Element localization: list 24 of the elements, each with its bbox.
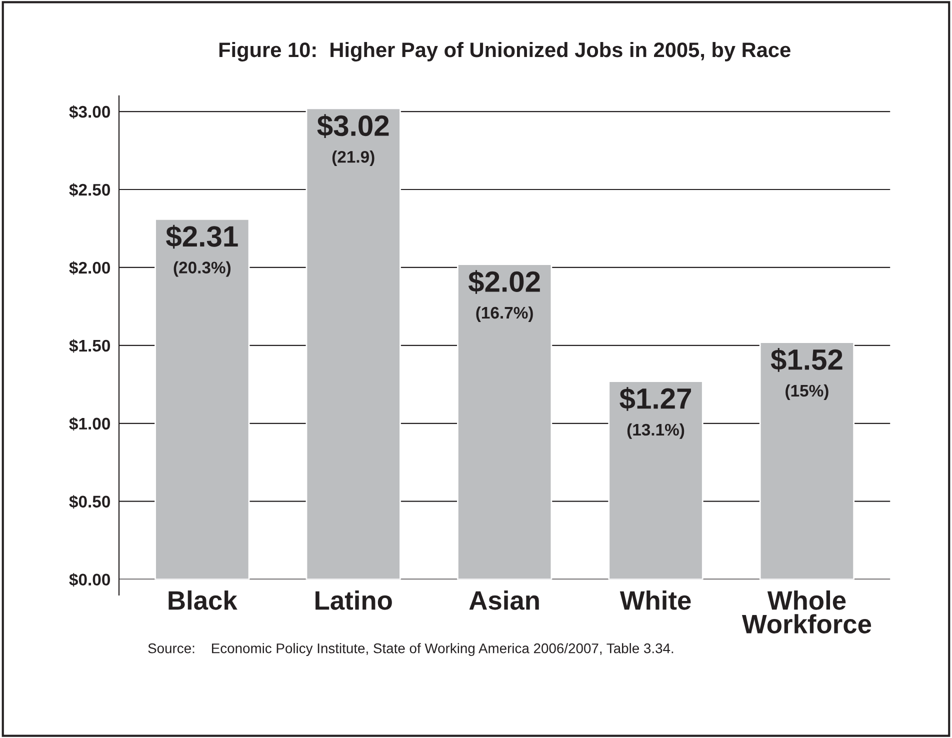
bar bbox=[154, 218, 250, 580]
data-label: $1.52 (15%) bbox=[770, 348, 842, 400]
y-tick-label: $1.00 bbox=[69, 417, 110, 431]
x-tick-label: Latino bbox=[316, 590, 392, 610]
y-tick-label: $0.50 bbox=[69, 495, 110, 509]
data-label: $1.27 (13.1%) bbox=[620, 387, 691, 439]
x-tick-label: Whole Workforce bbox=[742, 590, 872, 634]
x-tick-label: Black bbox=[168, 590, 238, 610]
y-tick-label: $3.00 bbox=[69, 105, 110, 119]
data-label: $2.31 (20.3%) bbox=[166, 224, 238, 277]
x-tick-label: White bbox=[620, 590, 691, 610]
bar bbox=[306, 108, 401, 580]
chart-title: Figure 10: Higher Pay of Unionized Jobs in 2005, by Race bbox=[219, 42, 790, 62]
source-note: Source: Economic Policy Institute, State of Working America 2006/2007, Table 3.34. bbox=[148, 643, 674, 656]
y-tick-label: $2.50 bbox=[69, 183, 110, 197]
y-tick-label: $0.00 bbox=[69, 573, 110, 587]
data-label: $2.02 (16.7%) bbox=[468, 270, 540, 322]
x-tick-label: Asian bbox=[469, 590, 539, 610]
bar bbox=[456, 264, 552, 580]
bar bbox=[759, 342, 855, 580]
data-label: $3.02 (21.9) bbox=[317, 114, 389, 166]
bar bbox=[608, 380, 704, 580]
y-tick-label: $1.50 bbox=[69, 339, 110, 353]
y-tick-label: $2.00 bbox=[69, 261, 110, 275]
